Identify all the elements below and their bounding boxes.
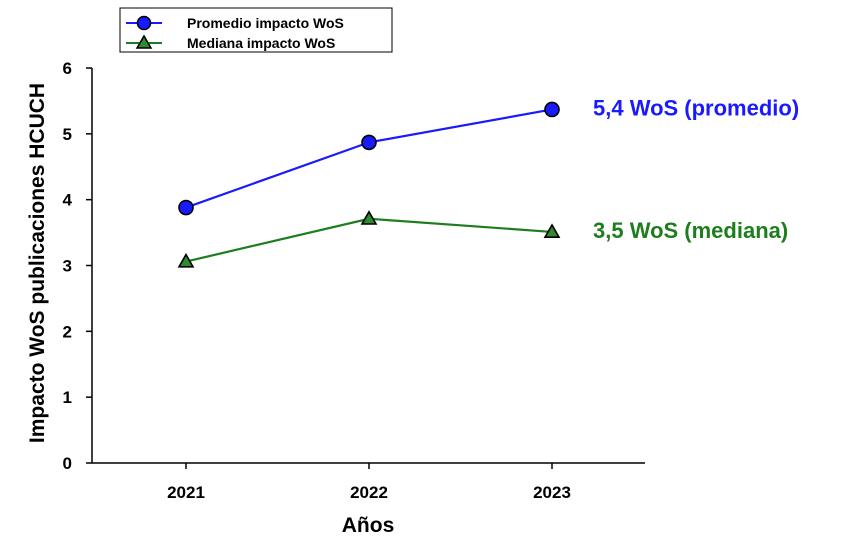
y-tick-label: 0 [63, 454, 72, 473]
annotations: 5,4 WoS (promedio) 3,5 WoS (mediana) [593, 95, 799, 242]
x-ticks: 2021 2022 2023 [167, 463, 571, 502]
x-tick-label: 2023 [533, 483, 571, 502]
annotation-promedio: 5,4 WoS (promedio) [593, 95, 799, 120]
x-tick-label: 2021 [167, 483, 205, 502]
data-point-mediana [177, 252, 195, 268]
annotation-mediana: 3,5 WoS (mediana) [593, 218, 788, 243]
y-tick-label: 6 [63, 59, 72, 78]
x-axis-title: Años [342, 514, 395, 537]
x-tick-label: 2022 [350, 483, 388, 502]
y-tick-label: 1 [63, 388, 72, 407]
x-axis: 2021 2022 2023 [92, 462, 645, 502]
legend-box [119, 7, 393, 53]
series-line-mediana [185, 217, 553, 263]
y-tick-label: 4 [63, 191, 73, 210]
data-point-promedio [361, 134, 377, 151]
y-tick-label: 3 [63, 257, 72, 276]
series-layer [177, 101, 561, 268]
legend: Promedio impacto WoS Mediana impacto WoS [119, 7, 393, 53]
y-axis: 0 1 2 3 4 5 6 [63, 59, 93, 473]
data-point-mediana [543, 223, 561, 238]
y-axis-title: Impacto WoS publicaciones HCUCH [26, 83, 49, 443]
legend-marker-mediana [135, 34, 153, 49]
y-tick-label: 5 [63, 125, 72, 144]
legend-label-promedio: Promedio impacto WoS [187, 15, 344, 31]
y-tick-label: 2 [63, 322, 72, 341]
series-line-promedio [185, 108, 553, 209]
legend-label-mediana: Mediana impacto WoS [187, 35, 335, 51]
data-point-promedio [544, 101, 560, 118]
y-ticks: 0 1 2 3 4 5 6 [63, 59, 92, 473]
legend-marker-promedio [136, 15, 152, 31]
data-point-promedio [178, 199, 194, 216]
data-point-mediana [360, 210, 378, 225]
